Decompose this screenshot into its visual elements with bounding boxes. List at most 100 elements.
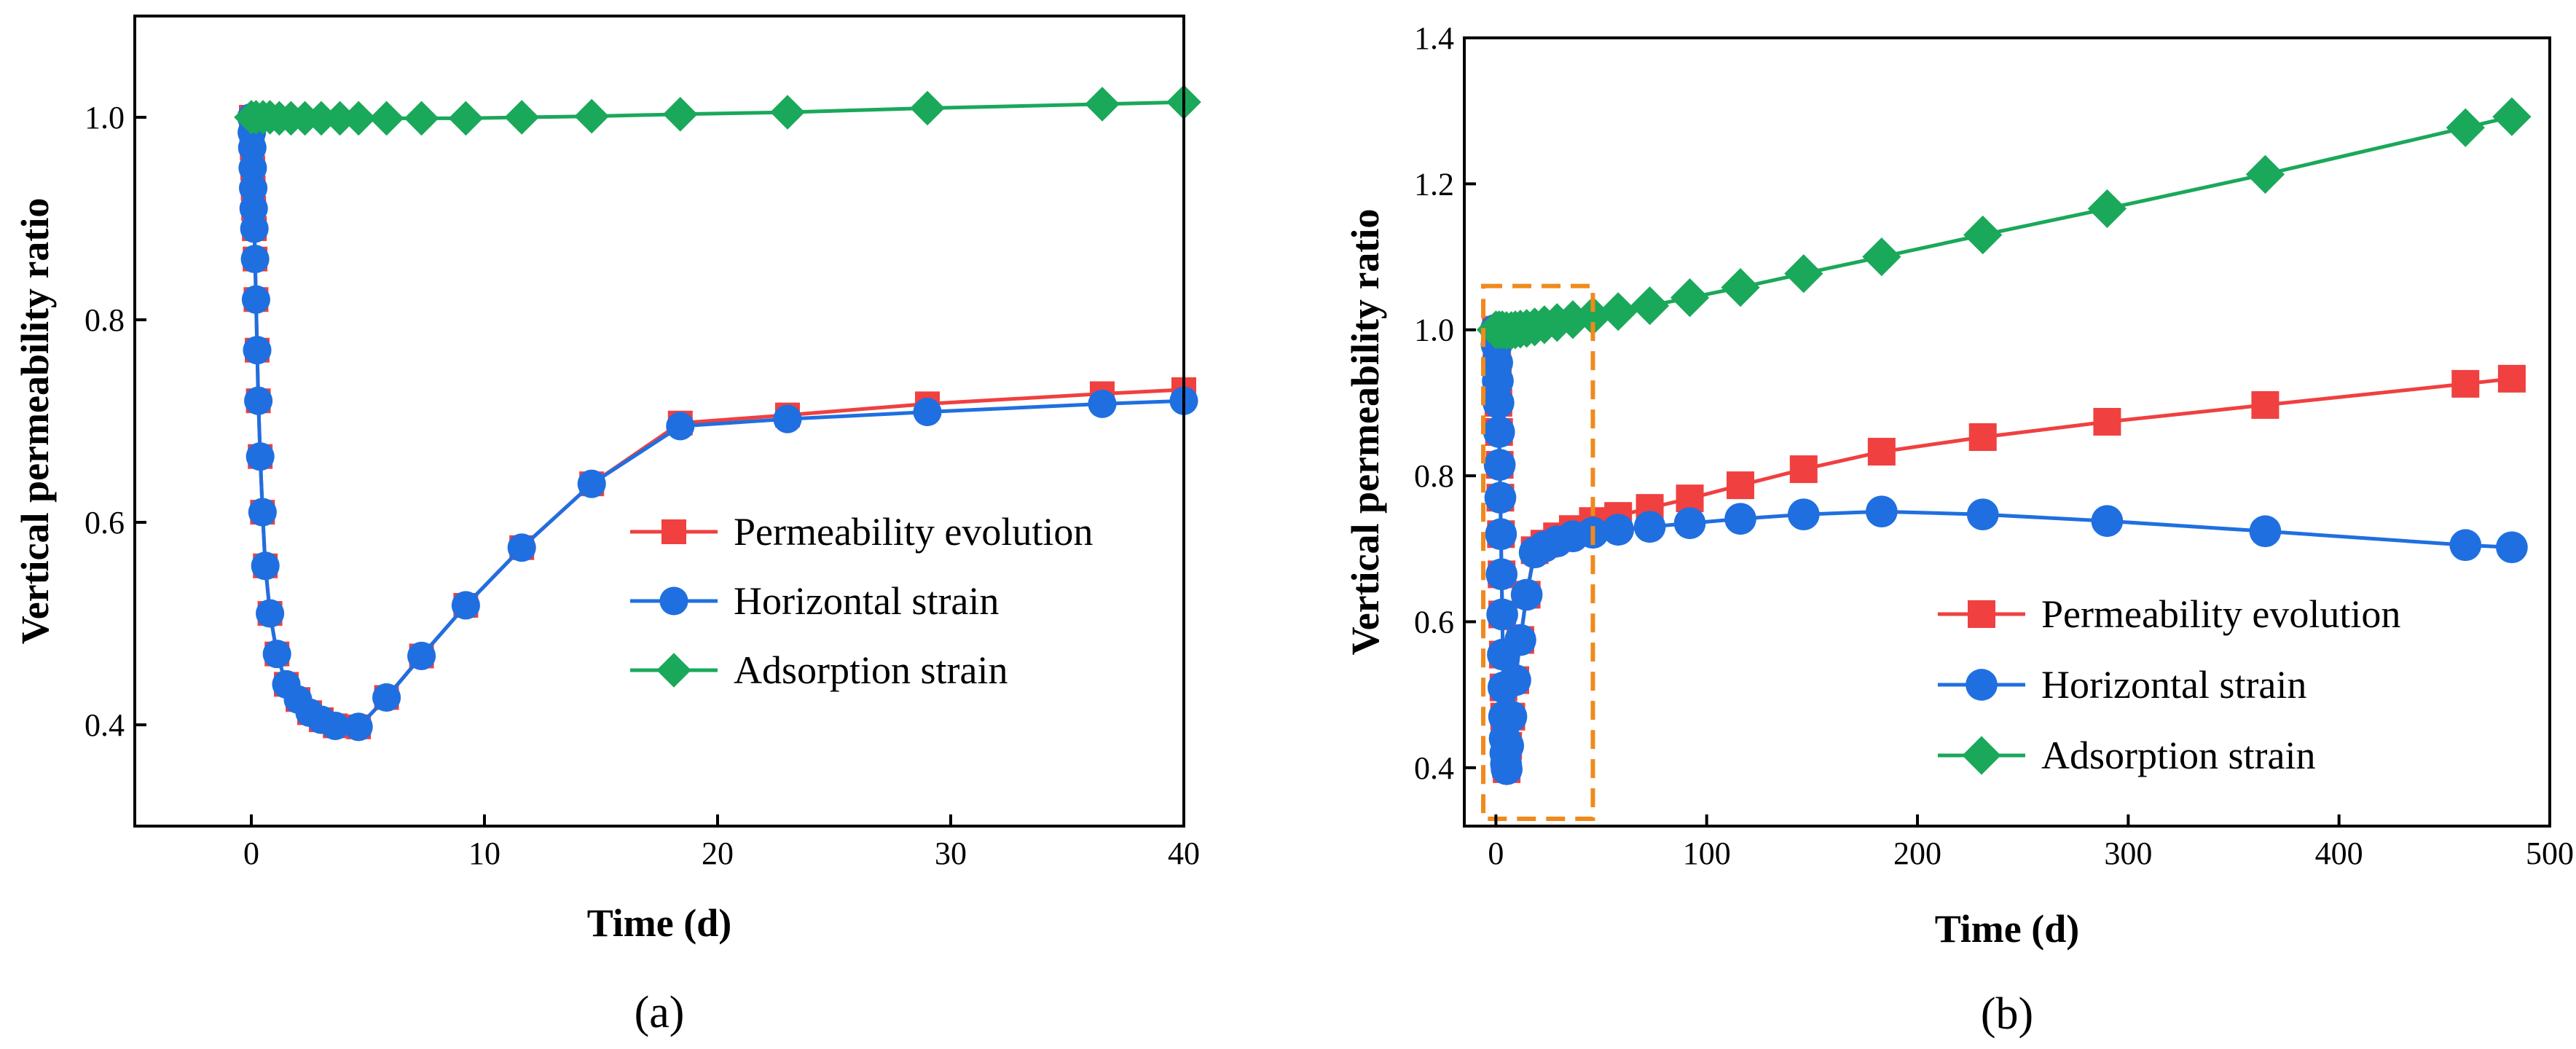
a-series-2-point-15: [663, 97, 698, 132]
b-legend-label-0: Permeability evolution: [2041, 592, 2400, 636]
b-legend-item-0: Permeability evolution: [1938, 592, 2400, 636]
b-series-1-point-31: [1724, 503, 1756, 535]
b-series-2-point-14: [1630, 286, 1670, 326]
b-series-1-point-9: [1485, 558, 1518, 591]
a-series-1-point-23: [407, 641, 436, 671]
b-legend-item-2: Adsorption strain: [1938, 734, 2315, 777]
b-series-0-point-33: [1867, 438, 1896, 466]
panel-a: 0 10 20 30 40 0.4 0.6 0.8 1.0 Time (d) Vertical …: [13, 15, 1201, 1037]
a-series-2: [234, 85, 1201, 136]
a-series-1-point-15: [262, 640, 291, 669]
a-series-1-point-30: [1088, 389, 1117, 418]
b-series-1-point-21: [1504, 624, 1536, 656]
b-series-2-point-13: [1598, 292, 1638, 331]
b-legend-marker-0: [1968, 600, 1995, 628]
a-series-2-point-9: [341, 101, 376, 136]
a-series-1-point-24: [451, 591, 480, 620]
b-series-1-point-35: [2091, 505, 2124, 538]
a-x-tick-label-4: 40: [1168, 836, 1200, 871]
a-series-1: [237, 103, 1198, 742]
b-series-1-point-19: [1495, 700, 1528, 733]
b-series-2-point-23: [2492, 97, 2532, 136]
b-y-tick-label-0: 0.4: [1414, 750, 1454, 786]
a-series-2-point-13: [504, 100, 539, 135]
a-series-1-point-5: [239, 194, 268, 223]
a-y-tick-label-1: 0.6: [85, 505, 125, 541]
b-series-0-point-31: [1727, 471, 1755, 500]
a-series-1-point-14: [256, 599, 285, 628]
b-legend-label-2: Adsorption strain: [2041, 734, 2315, 777]
b-series-2-point-16: [1721, 268, 1760, 307]
a-legend-item-2: Adsorption strain: [630, 648, 1008, 692]
b-series-0-point-38: [2497, 364, 2526, 393]
b-x-tick-label-3: 300: [2104, 836, 2152, 871]
b-legend: Permeability evolution Horizontal strain A…: [1938, 592, 2400, 777]
a-series-1-point-9: [243, 336, 272, 365]
a-series-1-point-21: [344, 712, 373, 742]
a-legend-label-1: Horizontal strain: [734, 579, 999, 623]
b-series-1-point-28: [1602, 514, 1635, 546]
b-series-1-point-20: [1499, 664, 1531, 696]
b-series-1-point-17: [1491, 753, 1523, 785]
a-legend-marker-1: [659, 586, 688, 616]
b-legend-label-1: Horizontal strain: [2041, 663, 2306, 707]
a-series-2-point-7: [304, 101, 339, 136]
a-legend-item-1: Horizontal strain: [630, 579, 999, 623]
b-series-0-point-36: [2251, 390, 2279, 419]
b-series-2-point-22: [2446, 108, 2485, 147]
b-y-tick-label-3: 1.0: [1414, 313, 1454, 348]
a-series-1-point-7: [240, 245, 270, 274]
b-series-0: [1482, 315, 2526, 783]
a-series-1-point-25: [507, 533, 536, 562]
a-series-2-point-8: [322, 101, 358, 136]
b-x-tick-label-5: 500: [2526, 836, 2574, 871]
b-series-1-point-38: [2496, 531, 2528, 564]
a-series-1-point-2: [237, 133, 267, 162]
a-series-1-point-8: [241, 285, 270, 314]
a-series-1-point-6: [240, 214, 269, 243]
a-series-2-point-16: [770, 95, 805, 130]
a-series-1-point-4: [239, 173, 268, 203]
b-series-1-point-32: [1787, 498, 1820, 531]
a-legend: Permeability evolution Horizontal strain A…: [630, 510, 1093, 692]
b-x-axis-label: Time (d): [1935, 907, 2080, 951]
b-series-0-point-32: [1789, 455, 1818, 484]
b-series-1-point-22: [1510, 578, 1543, 611]
b-series-2-point-15: [1670, 278, 1710, 318]
b-series-2-point-19: [1963, 215, 2003, 255]
b-x-tick-label-4: 400: [2315, 836, 2363, 871]
b-series-0-line: [1493, 329, 2513, 771]
b-series-1-point-30: [1673, 507, 1706, 540]
a-y-tick-label-0: 0.4: [85, 707, 125, 743]
a-series-1-point-20: [321, 711, 350, 740]
a-x-tick-label-3: 30: [935, 836, 967, 871]
b-x-tick-label-0: 0: [1488, 836, 1504, 871]
a-series-1-point-22: [372, 683, 401, 712]
b-series-1-point-18: [1492, 729, 1525, 762]
a-series-1-point-29: [913, 397, 942, 427]
b-series-1-point-7: [1484, 482, 1517, 514]
a-panel-label: (a): [635, 988, 685, 1037]
b-series-0-point-37: [2451, 369, 2480, 398]
b-axes-frame: [1463, 36, 2551, 828]
b-series-1: [1480, 313, 2528, 785]
a-series-1-line: [249, 117, 1185, 729]
a-y-tick-label-3: 1.0: [85, 100, 125, 135]
a-y-tick-label-2: 0.8: [85, 302, 125, 338]
a-legend-marker-0: [661, 519, 686, 544]
a-legend-label-0: Permeability evolution: [734, 510, 1093, 554]
b-ticks: 0 100 200 300 400 500 0.4 0.6 0.8 1.0 1.2 1.4: [1414, 20, 2574, 871]
b-series-0-point-34: [1968, 423, 1997, 452]
b-y-tick-label-5: 1.4: [1414, 20, 1454, 56]
a-legend-label-2: Adsorption strain: [734, 648, 1008, 692]
b-plot-area: [1476, 97, 2532, 821]
a-series-1-point-11: [246, 442, 275, 471]
a-plot-area: [234, 85, 1201, 742]
a-x-axis-label: Time (d): [587, 901, 732, 945]
panel-b: 0 100 200 300 400 500 0.4 0.6 0.8 1.0 1.2 1.4 Time …: [1343, 20, 2574, 1039]
b-series-1-point-34: [1966, 498, 1999, 531]
a-x-tick-label-0: 0: [243, 836, 259, 871]
b-series-2-point-11: [1553, 300, 1593, 339]
a-series-1-point-10: [244, 386, 273, 415]
b-panel-label: (b): [1981, 989, 2033, 1039]
